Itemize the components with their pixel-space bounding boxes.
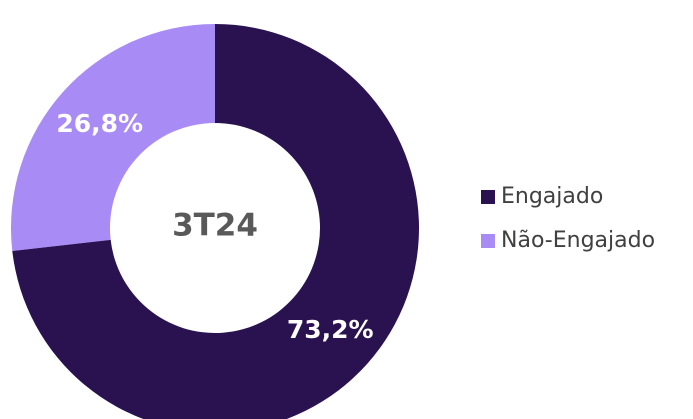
donut-slice <box>11 24 215 252</box>
legend-label: Engajado <box>501 184 603 209</box>
data-label: 73,2% <box>287 315 374 344</box>
center-label: 3T24 <box>172 208 258 244</box>
donut-slice <box>12 24 419 419</box>
legend-swatch <box>481 190 495 204</box>
legend-swatch <box>481 234 495 248</box>
data-label: 26,8% <box>56 109 143 138</box>
legend-label: Não-Engajado <box>501 228 655 253</box>
